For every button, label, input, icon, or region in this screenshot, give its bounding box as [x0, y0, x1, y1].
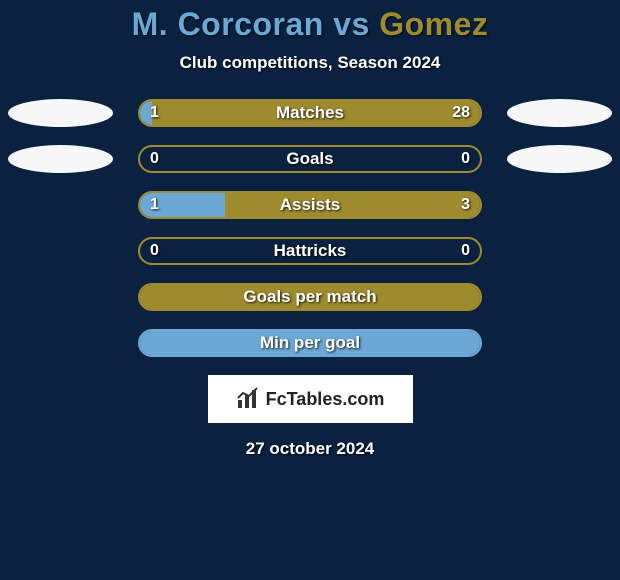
stat-bar: Hattricks0 0: [138, 237, 482, 265]
stat-bar: Goals0 0: [138, 145, 482, 173]
title-right-player: Gomez: [379, 6, 488, 42]
source-logo-text: FcTables.com: [266, 389, 385, 410]
stat-row-goals-per-match: Goals per match: [0, 283, 620, 311]
stat-label: Goals: [140, 149, 480, 169]
bar-fill-left: [140, 331, 480, 355]
date-label: 27 october 2024: [246, 439, 375, 459]
stat-value-left: 0: [150, 150, 159, 168]
stat-bar: Matches128: [138, 99, 482, 127]
bar-fill-right: [225, 193, 480, 217]
bar-fill-left: [140, 101, 152, 125]
subtitle: Club competitions, Season 2024: [180, 53, 441, 73]
bar-fill-left: [140, 193, 225, 217]
player-photo-right: [507, 145, 612, 173]
stat-bar: Assists13: [138, 191, 482, 219]
stat-rows: Matches128Goals00Assists13Hattricks00Goa…: [0, 99, 620, 357]
title-vs: vs: [324, 6, 379, 42]
player-photo-right: [507, 99, 612, 127]
source-logo: FcTables.com: [208, 375, 413, 423]
player-photo-left: [8, 145, 113, 173]
stat-label: Hattricks: [140, 241, 480, 261]
stat-bar: Goals per match: [138, 283, 482, 311]
stat-row-hattricks: Hattricks0 0: [0, 237, 620, 265]
comparison-infographic: M. Corcoran vs Gomez Club competitions, …: [0, 0, 620, 580]
stat-value-right: 0: [461, 242, 470, 260]
chart-icon: [236, 387, 260, 411]
page-title: M. Corcoran vs Gomez: [132, 6, 489, 43]
stat-value-right: 0: [461, 150, 470, 168]
stat-row-assists: Assists13: [0, 191, 620, 219]
stat-value-left: 0: [150, 242, 159, 260]
bar-fill-right: [152, 101, 480, 125]
player-photo-left: [8, 99, 113, 127]
bar-fill-right: [140, 285, 480, 309]
title-left-player: M. Corcoran: [132, 6, 324, 42]
stat-bar: Min per goal: [138, 329, 482, 357]
stat-row-goals: Goals0 0: [0, 145, 620, 173]
stat-row-matches: Matches128: [0, 99, 620, 127]
stat-row-min-per-goal: Min per goal: [0, 329, 620, 357]
